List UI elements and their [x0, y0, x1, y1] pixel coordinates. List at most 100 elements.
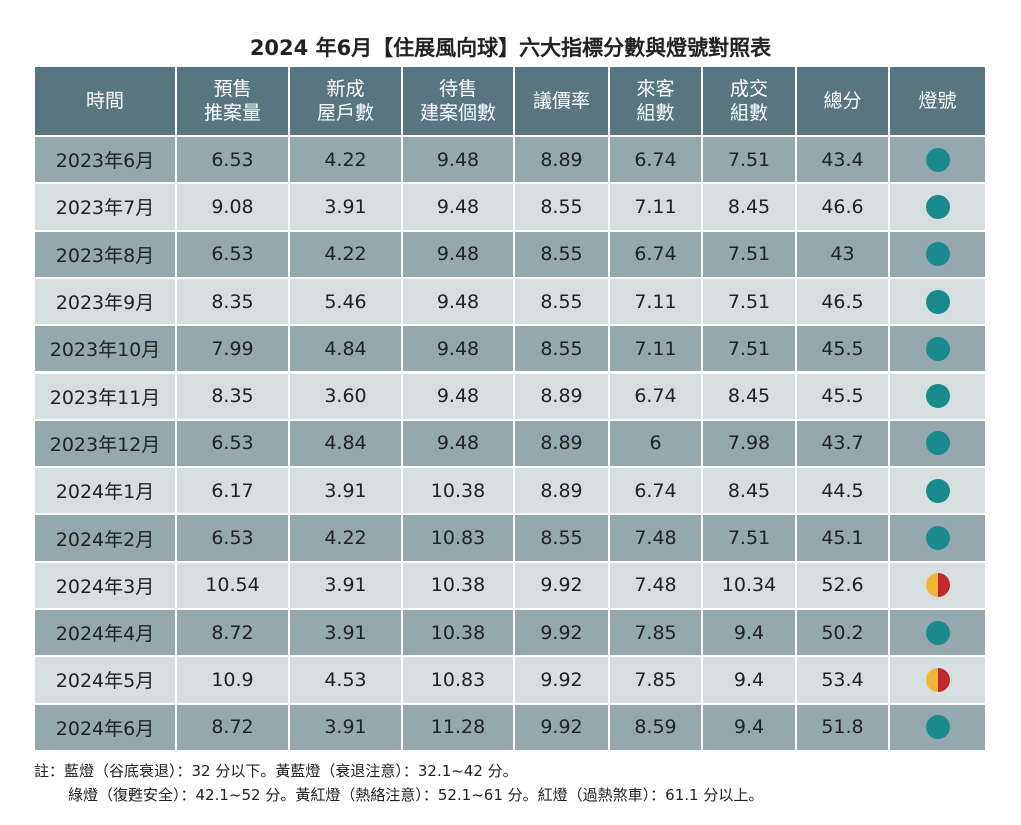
light-half [925, 573, 938, 598]
table-cell: 52.6 [797, 562, 890, 610]
table-cell: 6.53 [177, 515, 290, 563]
table-cell: 7.51 [703, 515, 797, 563]
signal-light [925, 478, 950, 503]
table-cell: 3.91 [290, 184, 403, 232]
header-text: 時間 [85, 90, 124, 112]
table-cell: 4.84 [290, 420, 403, 469]
table-cell: 46.6 [797, 184, 890, 232]
light-cell [890, 515, 987, 563]
table-cell: 8.45 [703, 184, 797, 232]
title: 2024 年6月【住展風向球】六大指標分數與燈號對照表 [249, 36, 772, 60]
table-cell: 4.22 [290, 231, 403, 279]
table-cell: 43.7 [797, 420, 890, 469]
header-text: 待售 [438, 78, 477, 100]
light-half [937, 667, 950, 692]
table-cell: 44.5 [797, 468, 890, 516]
table-cell: 3.91 [290, 468, 403, 516]
table-cell: 3.91 [290, 704, 403, 752]
table-cell: 6.74 [610, 373, 703, 421]
table-cell: 7.11 [610, 326, 703, 374]
table-cell: 3.91 [290, 562, 403, 610]
table-cell: 6.74 [610, 468, 703, 516]
table-cell: 7.48 [610, 562, 703, 610]
table-cell: 9.4 [703, 704, 797, 752]
table-cell: 45.1 [797, 515, 890, 563]
light [925, 289, 950, 314]
note: 綠燈（復甦安全）：42.1~52 分。黃紅燈（熱絡注意）：52.1~61 分。紅… [68, 786, 764, 804]
table-cell: 2023年7月 [35, 184, 177, 232]
signal-light [925, 431, 950, 456]
table-cell: 8.89 [515, 137, 610, 185]
table-cell: 7.51 [703, 278, 797, 327]
table-cell: 2023年6月 [35, 137, 177, 185]
table-cell: 10.38 [403, 562, 515, 610]
table-cell: 51.8 [797, 704, 890, 752]
light-half [937, 573, 950, 598]
table-cell: 8.89 [515, 420, 610, 469]
light-cell [890, 231, 987, 279]
table-cell: 9.4 [703, 610, 797, 658]
table-cell: 2023年11月 [35, 373, 177, 421]
table-cell: 7.51 [703, 326, 797, 374]
table-cell: 8.89 [515, 468, 610, 516]
light-cell [890, 610, 987, 658]
header-cell: 來客 組數 [610, 67, 703, 137]
table-cell: 8.45 [703, 373, 797, 421]
table-cell: 7.85 [610, 610, 703, 658]
table-cell: 7.51 [703, 231, 797, 279]
table-cell: 53.4 [797, 657, 890, 705]
table-cell: 4.22 [290, 137, 403, 185]
table-cell: 4.53 [290, 657, 403, 705]
table-cell: 2023年10月 [35, 326, 177, 374]
light [925, 478, 950, 503]
table-cell: 10.38 [403, 610, 515, 658]
table-cell: 9.92 [515, 610, 610, 658]
header-text: 屋戶數 [316, 102, 374, 124]
light-cell [890, 562, 987, 610]
light-cell [890, 373, 987, 421]
table-cell: 8.72 [177, 704, 290, 752]
header-text: 組數 [729, 102, 768, 124]
table-cell: 8.55 [515, 184, 610, 232]
light-cell [890, 278, 987, 327]
signal-light [925, 147, 950, 172]
light [925, 242, 950, 267]
header-cell: 預售 推案量 [177, 67, 290, 137]
light-cell [890, 657, 987, 705]
table-cell: 10.34 [703, 562, 797, 610]
light [925, 147, 950, 172]
table-cell: 9.48 [403, 326, 515, 374]
table-cell: 10.83 [403, 657, 515, 705]
header-text: 成交 [729, 78, 768, 100]
table-cell: 6.17 [177, 468, 290, 516]
table-cell: 3.91 [290, 610, 403, 658]
signal-light [925, 526, 950, 551]
light [925, 336, 950, 361]
table-cell: 2023年9月 [35, 278, 177, 327]
signal-light [925, 336, 950, 361]
light [925, 384, 950, 409]
light [925, 715, 950, 740]
table-cell: 7.11 [610, 184, 703, 232]
table-cell: 43.4 [797, 137, 890, 185]
light [925, 194, 950, 219]
table-cell: 9.08 [177, 184, 290, 232]
light-cell [890, 326, 987, 374]
table-cell: 2023年12月 [35, 420, 177, 469]
header-text: 議價率 [532, 90, 590, 112]
table-cell: 7.48 [610, 515, 703, 563]
light [925, 526, 950, 551]
table-cell: 45.5 [797, 373, 890, 421]
table-cell: 7.99 [177, 326, 290, 374]
table-cell: 9.4 [703, 657, 797, 705]
light-cell [890, 184, 987, 232]
table-cell: 6.53 [177, 137, 290, 185]
table-cell: 9.48 [403, 420, 515, 469]
table-cell: 50.2 [797, 610, 890, 658]
light-cell [890, 137, 987, 185]
table-cell: 46.5 [797, 278, 890, 327]
table-cell: 9.92 [515, 562, 610, 610]
header-cell: 新成 屋戶數 [290, 67, 403, 137]
light [925, 431, 950, 456]
